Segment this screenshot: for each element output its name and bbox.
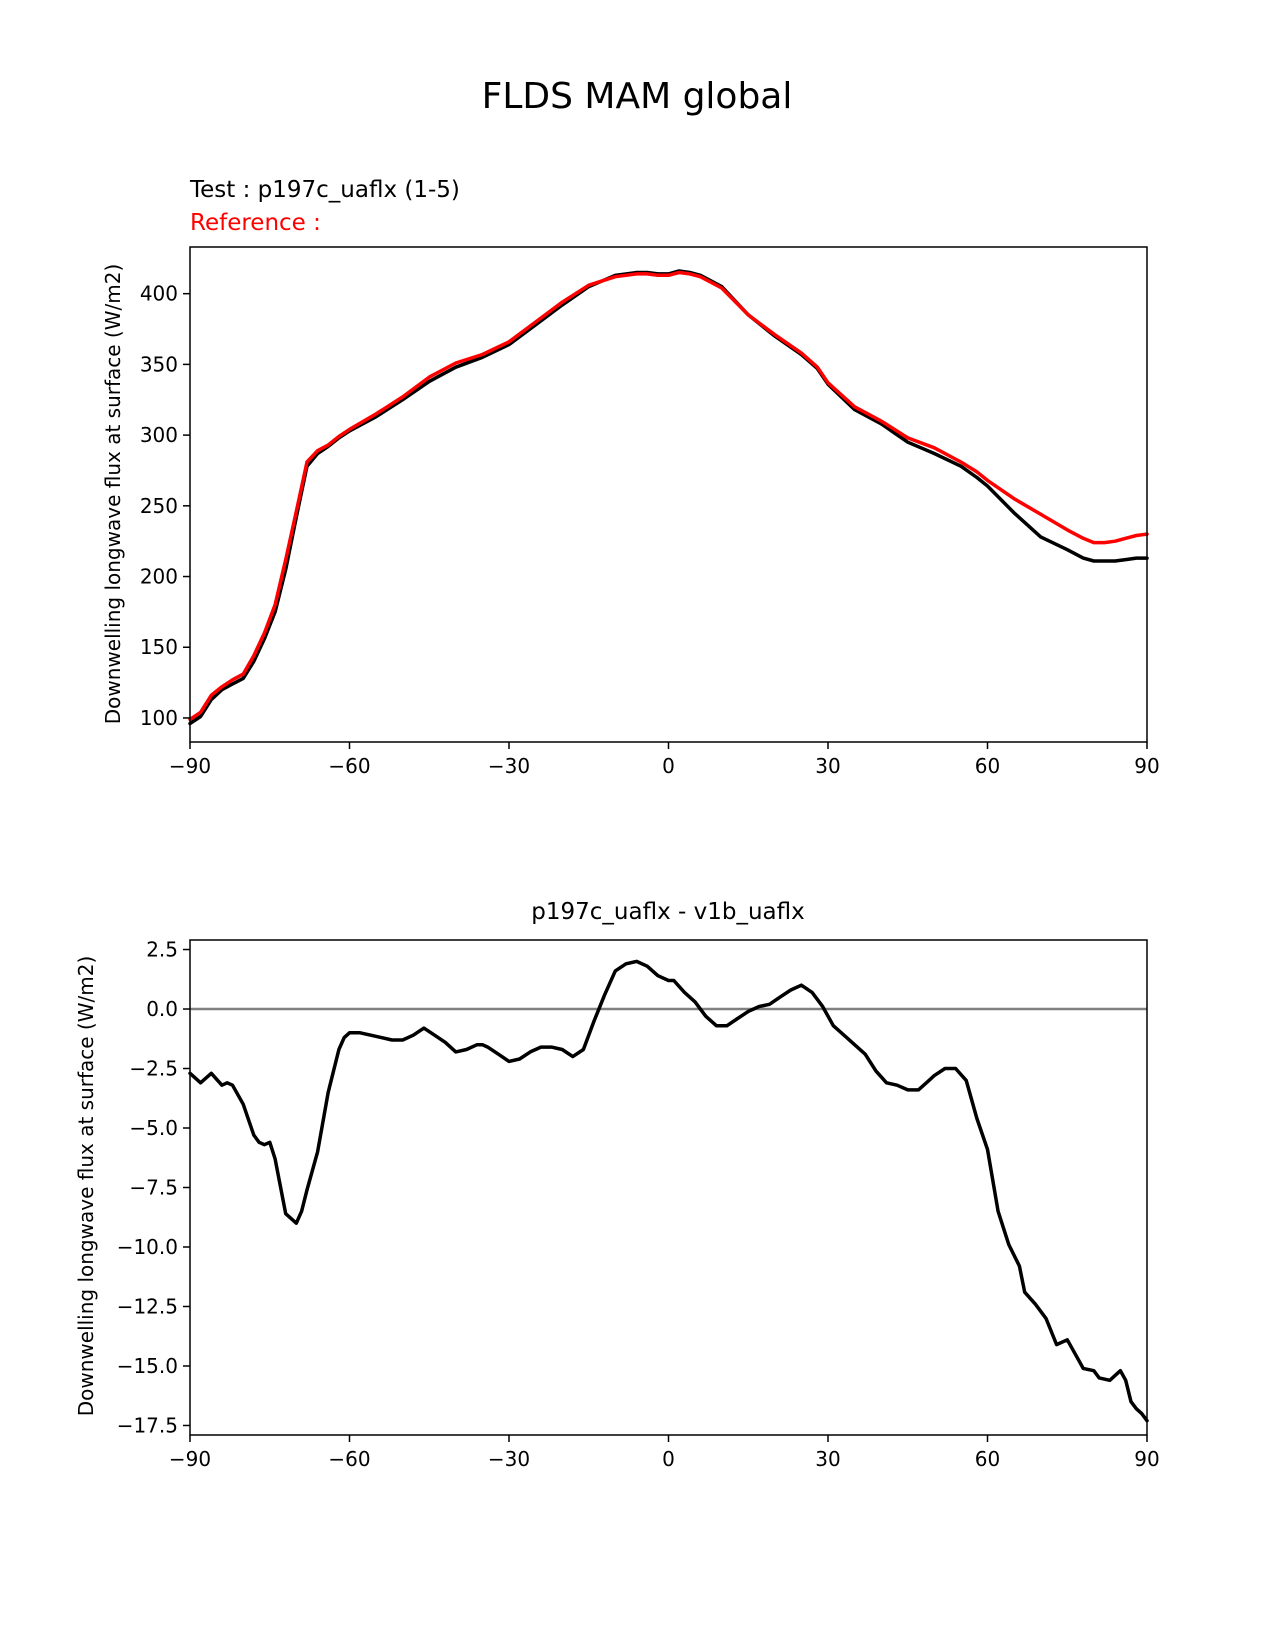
top-y-tick-label: 350	[140, 352, 178, 376]
top-y-tick-label: 200	[140, 565, 178, 589]
bottom-panel-title: p197c_uaflx - v1b_uaflx	[531, 899, 804, 925]
bottom-y-tick-label: −2.5	[129, 1057, 178, 1081]
bottom-x-tick-label: −60	[328, 1447, 370, 1471]
test-label: Test : p197c_uaflx (1-5)	[189, 177, 460, 203]
top-x-tick-label: 0	[662, 754, 675, 778]
bottom-x-tick-label: 60	[975, 1447, 1000, 1471]
figure-title: FLDS MAM global	[482, 76, 793, 117]
bottom-y-tick-label: −12.5	[117, 1294, 178, 1318]
top-x-tick-label: −60	[328, 754, 370, 778]
top-x-tick-label: 90	[1134, 754, 1159, 778]
top-y-tick-label: 150	[140, 635, 178, 659]
bottom-y-axis-label: Downwelling longwave flux at surface (W/…	[74, 956, 98, 1417]
bottom-x-tick-label: −30	[488, 1447, 530, 1471]
top-y-tick-label: 250	[140, 494, 178, 518]
bottom-x-tick-label: 0	[662, 1447, 675, 1471]
bottom-y-tick-label: −5.0	[129, 1116, 178, 1140]
top-y-tick-label: 100	[140, 706, 178, 730]
top-x-tick-label: 30	[815, 754, 840, 778]
bottom-y-tick-label: 0.0	[146, 997, 178, 1021]
bottom-y-tick-label: −17.5	[117, 1413, 178, 1437]
bottom-y-tick-label: −7.5	[129, 1176, 178, 1200]
top-panel: Test : p197c_uaflx (1-5) Reference : Dow…	[101, 177, 1160, 778]
top-plot-area: −90 −60 −30 0 30 60 90 100 150 200 250 300 350 400	[140, 246, 1160, 778]
top-y-axis-label: Downwelling longwave flux at surface (W/…	[101, 264, 125, 725]
top-x-tick-label: 60	[975, 754, 1000, 778]
bottom-y-tick-label: −15.0	[117, 1354, 178, 1378]
top-x-tick-label: −90	[169, 754, 211, 778]
bottom-x-tick-label: −90	[169, 1447, 211, 1471]
top-y-tick-label: 300	[140, 423, 178, 447]
bottom-y-tick-label: −10.0	[117, 1235, 178, 1259]
bottom-y-tick-label: 2.5	[146, 938, 178, 962]
bottom-difference-line	[188, 959, 1149, 1423]
bottom-plot-area: −90 −60 −30 0 30 60 90 2.5 0.0 −2.5 −5.0 −7.5 −10.0 −…	[117, 938, 1160, 1471]
top-y-tick-label: 400	[140, 282, 178, 306]
reference-label: Reference :	[190, 210, 321, 236]
bottom-x-tick-label: 30	[815, 1447, 840, 1471]
top-reference-line	[188, 270, 1149, 722]
top-x-tick-label: −30	[488, 754, 530, 778]
bottom-x-tick-label: 90	[1134, 1447, 1159, 1471]
bottom-panel: p197c_uaflx - v1b_uaflx Downwelling long…	[74, 899, 1160, 1471]
